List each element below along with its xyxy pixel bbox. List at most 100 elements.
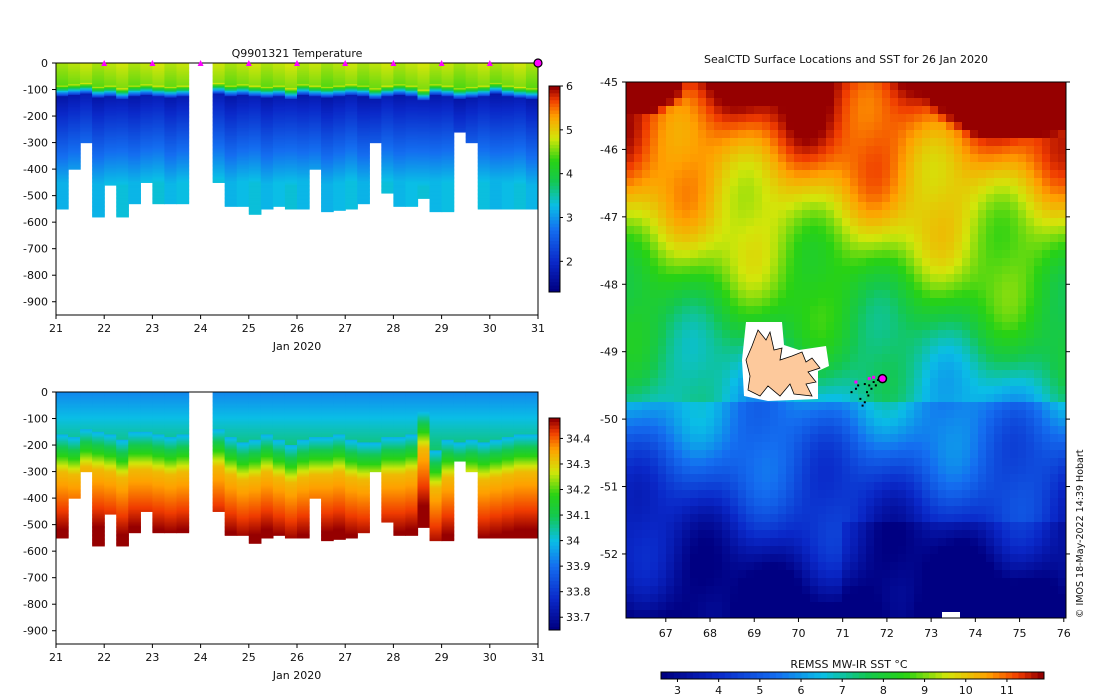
section-cell	[92, 467, 105, 470]
section-cell	[116, 191, 129, 194]
section-cell	[309, 64, 322, 67]
section-cell	[501, 74, 515, 77]
section-cell	[140, 153, 153, 156]
section-cell	[128, 508, 141, 511]
section-cell	[525, 190, 538, 193]
section-cell	[441, 131, 455, 134]
section-cell	[140, 495, 153, 498]
section-cell	[128, 143, 141, 146]
section-cell	[56, 155, 69, 158]
section-cell	[429, 64, 443, 67]
colorbar-segment	[549, 158, 560, 163]
section-cell	[116, 467, 129, 470]
section-cell	[68, 154, 81, 157]
section-cell	[381, 175, 394, 178]
section-cell	[104, 490, 117, 493]
section-cell	[68, 116, 81, 118]
section-cell	[68, 63, 81, 65]
section-cell	[140, 72, 153, 75]
section-cell	[128, 523, 141, 526]
section-cell	[309, 126, 322, 129]
section-cell	[345, 77, 358, 80]
section-cell	[441, 65, 455, 68]
section-cell	[381, 64, 394, 67]
section-cell	[489, 129, 503, 132]
section-cell	[248, 112, 262, 114]
section-cell	[152, 191, 166, 194]
section-cell	[152, 499, 166, 502]
colorbar-segment	[549, 199, 560, 204]
section-cell	[116, 510, 129, 512]
section-cell	[116, 539, 129, 542]
section-cell	[345, 185, 358, 187]
section-cell	[260, 175, 274, 178]
section-cell	[417, 110, 431, 113]
section-cell	[297, 105, 310, 108]
section-cell	[140, 470, 153, 473]
section-cell	[513, 63, 527, 65]
section-cell	[381, 72, 394, 75]
section-cell	[333, 70, 346, 73]
section-cell	[128, 446, 141, 449]
section-cell	[405, 137, 419, 140]
section-cell	[128, 456, 141, 459]
section-cell	[68, 74, 81, 77]
section-cell	[128, 528, 141, 531]
section-cell	[116, 196, 129, 199]
temperature-axes: 21 22 23 24 25 26 27 28 29 30 310-100-200-300-400-…	[23, 57, 545, 335]
section-cell	[381, 101, 394, 104]
section-cell	[128, 401, 141, 404]
section-cell	[92, 161, 105, 164]
section-cell	[513, 82, 527, 85]
section-cell	[104, 70, 117, 73]
section-cell	[297, 206, 310, 209]
section-cell	[92, 116, 105, 118]
section-cell	[489, 150, 503, 153]
section-cell	[321, 146, 334, 149]
section-cell	[140, 65, 153, 68]
section-cell	[284, 192, 298, 195]
section-cell	[128, 63, 141, 65]
section-cell	[140, 490, 153, 493]
section-cell	[116, 482, 129, 485]
section-cell	[152, 133, 166, 136]
section-cell	[513, 93, 527, 96]
section-cell	[393, 114, 407, 117]
section-cell	[525, 171, 538, 174]
section-cell	[68, 98, 81, 101]
section-cell	[453, 78, 467, 81]
section-cell	[309, 162, 322, 165]
section-cell	[104, 133, 117, 136]
section-cell	[441, 135, 455, 138]
section-cell	[513, 182, 527, 185]
section-cell	[272, 169, 286, 172]
section-cell	[501, 104, 515, 107]
section-cell	[152, 475, 166, 478]
section-cell	[92, 108, 105, 111]
section-cell	[525, 204, 538, 207]
section-cell	[441, 114, 455, 117]
section-cell	[56, 131, 69, 134]
section-cell	[357, 185, 370, 187]
section-cell	[453, 96, 467, 99]
section-cell	[381, 108, 394, 111]
section-cell	[405, 169, 419, 172]
section-cell	[164, 174, 178, 177]
section-cell	[116, 464, 129, 467]
section-cell	[441, 117, 455, 120]
section-cell	[441, 208, 455, 211]
section-cell	[357, 101, 370, 104]
section-cell	[128, 145, 141, 148]
section-cell	[140, 395, 153, 398]
section-cell	[393, 185, 407, 187]
section-cell	[248, 81, 262, 84]
section-cell	[92, 472, 105, 475]
section-cell	[260, 204, 274, 207]
section-cell	[104, 142, 117, 145]
section-cell	[152, 154, 166, 157]
section-cell	[465, 104, 479, 107]
section-cell	[236, 166, 250, 169]
temperature-section-panel: Q9901321 Temperature 21 22 23 24 25 26 27 28 29 3…	[23, 47, 573, 353]
section-cell	[489, 179, 503, 182]
section-cell	[128, 498, 141, 501]
